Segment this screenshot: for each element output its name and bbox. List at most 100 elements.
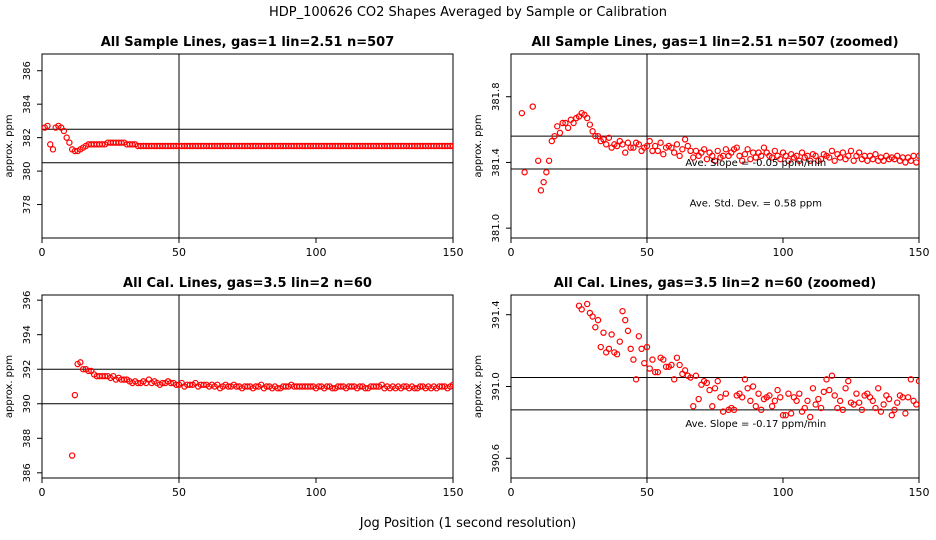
data-point <box>654 147 662 155</box>
data-point <box>186 381 194 388</box>
data-point <box>779 412 787 419</box>
data-point <box>823 376 830 383</box>
data-point <box>449 142 453 150</box>
annotation: Ave. Slope = -0.05 ppm/min <box>685 158 826 169</box>
data-point <box>600 329 607 336</box>
data-point <box>47 141 54 148</box>
data-point <box>416 383 424 390</box>
data-point <box>877 408 885 415</box>
data-point <box>888 412 896 419</box>
data-point <box>554 123 561 130</box>
y-tick-label: 381.4 <box>491 148 502 177</box>
data-point <box>545 157 553 164</box>
data-point <box>787 410 795 417</box>
data-point <box>627 144 634 151</box>
data-point <box>836 397 844 405</box>
data-point <box>635 333 643 340</box>
data-point <box>622 316 629 324</box>
data-point <box>323 383 331 390</box>
data-point <box>624 139 632 146</box>
data-point <box>101 372 109 380</box>
data-point <box>373 383 380 390</box>
data-point <box>337 383 344 390</box>
data-point <box>880 157 887 164</box>
data-point <box>660 151 667 158</box>
panel-title: All Sample Lines, gas=1 lin=2.51 n=507 <box>101 35 395 50</box>
data-point <box>608 331 615 338</box>
annotation: Ave. Std. Dev. = 0.58 ppm <box>690 199 822 210</box>
data-point <box>518 109 526 117</box>
data-point <box>812 401 819 408</box>
y-tick-label: 396 <box>22 291 33 310</box>
data-point <box>586 309 594 317</box>
data-point <box>692 372 700 379</box>
data-point <box>521 169 528 176</box>
data-point <box>79 366 87 373</box>
data-point <box>673 141 681 148</box>
data-point <box>244 383 251 390</box>
data-point <box>85 367 92 375</box>
data-point <box>801 404 808 412</box>
data-point <box>679 146 686 153</box>
chart-panel-3: All Cal. Lines, gas=3.5 lin=2 n=60 0 50 100… <box>4 276 464 499</box>
x-tick-label: 0 <box>39 246 46 259</box>
panel-title: All Sample Lines, gas=1 lin=2.51 n=507 (… <box>531 35 898 50</box>
figure-x-axis-label: Jog Position (1 second resolution) <box>359 516 577 531</box>
data-point <box>649 356 656 363</box>
data-point <box>603 141 610 148</box>
data-point <box>855 149 863 156</box>
data-point <box>872 404 879 412</box>
y-tick-label: 380 <box>22 162 33 181</box>
data-point <box>630 356 637 363</box>
data-point <box>796 390 803 397</box>
data-point <box>739 157 746 164</box>
data-point <box>400 383 407 390</box>
data-point <box>790 394 798 401</box>
y-axis-label: approx. ppm <box>473 114 484 177</box>
data-point <box>774 386 781 394</box>
data-point <box>744 146 751 153</box>
data-point <box>646 137 653 145</box>
data-point <box>845 152 852 160</box>
x-tick-label: 0 <box>508 486 515 499</box>
x-tick-label: 100 <box>306 486 327 499</box>
data-point <box>815 395 822 403</box>
data-point <box>845 377 852 385</box>
data-point <box>842 385 849 392</box>
data-point <box>894 399 901 406</box>
data-point <box>804 397 811 405</box>
data-point <box>657 139 664 146</box>
data-point <box>651 368 659 376</box>
data-point <box>714 147 721 155</box>
data-point <box>880 401 887 408</box>
data-point <box>766 392 773 399</box>
data-point <box>307 383 314 390</box>
data-point <box>134 379 142 387</box>
data-point <box>129 141 136 148</box>
data-point <box>864 157 871 164</box>
data-point <box>687 147 694 155</box>
data-point <box>551 132 558 140</box>
data-point <box>411 385 418 392</box>
y-axis-label: approx. ppm <box>473 355 484 418</box>
data-point <box>570 119 577 127</box>
data-point <box>44 122 51 130</box>
data-point <box>635 141 643 148</box>
data-point <box>583 114 591 122</box>
plot-frame <box>510 53 920 239</box>
data-point <box>747 397 754 405</box>
data-point <box>529 103 536 110</box>
data-point <box>777 155 784 163</box>
data-point <box>159 379 166 387</box>
data-points <box>42 122 453 155</box>
data-point <box>619 141 626 148</box>
data-point <box>915 377 919 385</box>
data-point <box>910 397 917 405</box>
data-point <box>828 372 836 379</box>
data-point <box>809 385 817 392</box>
data-point <box>869 397 876 405</box>
data-point <box>700 146 708 153</box>
data-point <box>785 390 792 397</box>
y-tick-label: 384 <box>22 95 33 114</box>
